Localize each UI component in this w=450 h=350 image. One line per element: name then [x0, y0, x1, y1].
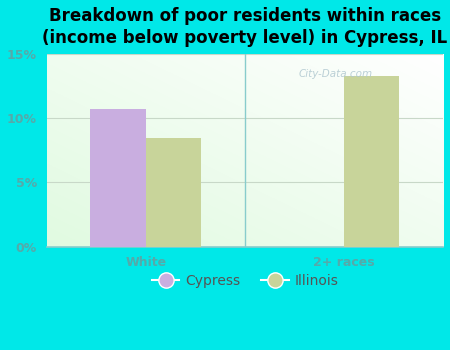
Bar [90, 110, 146, 246]
Text: City-Data.com: City-Data.com [299, 69, 373, 79]
Bar [344, 76, 400, 246]
Title: Breakdown of poor residents within races
(income below poverty level) in Cypress: Breakdown of poor residents within races… [42, 7, 447, 47]
Legend: Cypress, Illinois: Cypress, Illinois [146, 268, 344, 293]
Bar [146, 138, 201, 246]
